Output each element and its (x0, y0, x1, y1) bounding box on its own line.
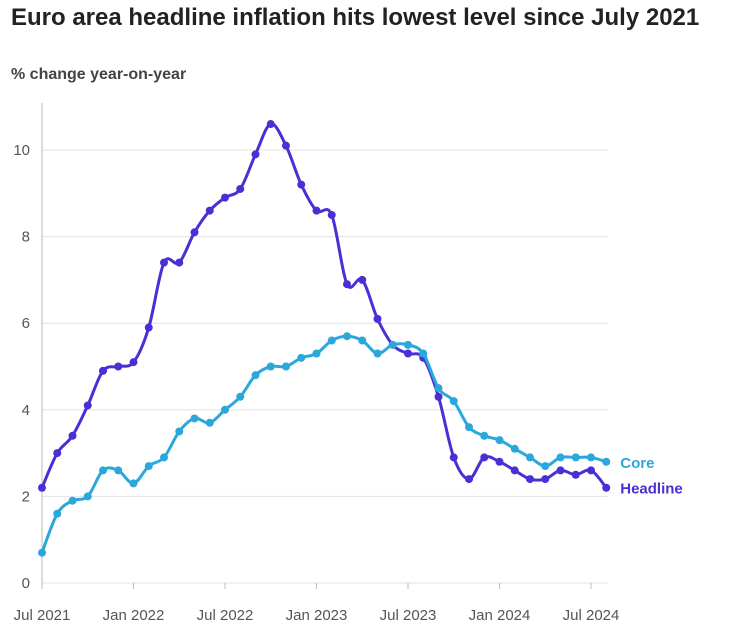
data-point-headline[interactable] (53, 449, 62, 458)
y-tick-label: 6 (22, 315, 30, 332)
series-line-headline (40, 122, 608, 490)
data-point-core[interactable] (327, 336, 336, 345)
data-point-headline[interactable] (587, 466, 595, 475)
data-point-headline[interactable] (251, 150, 260, 159)
data-point-headline[interactable] (175, 258, 184, 267)
data-point-core[interactable] (175, 427, 184, 436)
data-point-core[interactable] (404, 340, 412, 349)
data-point-headline[interactable] (510, 466, 519, 475)
data-point-headline[interactable] (190, 228, 199, 237)
data-point-core[interactable] (236, 392, 245, 401)
series-label-headline: Headline (620, 481, 683, 498)
data-point-headline[interactable] (327, 210, 336, 219)
gridlines (42, 149, 609, 584)
data-point-core[interactable] (343, 332, 351, 341)
data-point-core[interactable] (251, 371, 260, 380)
data-point-headline[interactable] (449, 453, 458, 462)
data-point-headline[interactable] (144, 323, 153, 332)
data-point-core[interactable] (266, 362, 275, 371)
data-point-core[interactable] (297, 353, 306, 362)
data-point-headline[interactable] (68, 431, 77, 440)
data-point-core[interactable] (388, 340, 397, 349)
data-point-core[interactable] (602, 457, 611, 466)
data-point-core[interactable] (282, 362, 290, 371)
data-point-core[interactable] (53, 509, 62, 518)
chart-title: Euro area headline inflation hits lowest… (11, 4, 700, 31)
data-point-headline[interactable] (160, 258, 168, 267)
data-point-headline[interactable] (114, 362, 123, 371)
data-point-core[interactable] (190, 414, 199, 423)
data-point-core[interactable] (541, 462, 550, 471)
x-tick-label: Jan 2022 (103, 607, 165, 624)
data-point-core[interactable] (373, 349, 382, 358)
data-point-headline[interactable] (556, 466, 565, 475)
data-point-headline[interactable] (358, 275, 367, 284)
data-point-headline[interactable] (297, 180, 306, 189)
data-point-headline[interactable] (404, 349, 412, 358)
data-point-core[interactable] (571, 453, 580, 462)
data-point-headline[interactable] (282, 141, 290, 150)
data-point-core[interactable] (83, 492, 92, 501)
y-axis-label: % change year-on-year (11, 66, 187, 83)
data-point-core[interactable] (114, 466, 123, 475)
y-tick-label: 8 (22, 229, 30, 246)
y-tick-label: 4 (22, 402, 30, 419)
data-point-core[interactable] (449, 397, 458, 406)
data-point-core[interactable] (495, 436, 504, 445)
data-point-headline[interactable] (526, 475, 534, 484)
data-point-headline[interactable] (480, 453, 489, 462)
data-point-headline[interactable] (129, 358, 138, 367)
series-line-core (40, 334, 608, 555)
data-point-headline[interactable] (343, 280, 351, 289)
data-point-headline[interactable] (312, 206, 321, 215)
data-point-core[interactable] (358, 336, 367, 345)
series-core: Core (38, 332, 654, 557)
data-point-core[interactable] (526, 453, 534, 462)
y-tick-label: 0 (22, 575, 30, 592)
x-tick-label: Jul 2022 (197, 607, 254, 624)
data-point-core[interactable] (160, 453, 168, 462)
data-point-core[interactable] (68, 496, 77, 505)
y-tick-label: 10 (13, 142, 30, 159)
data-point-core[interactable] (221, 405, 229, 414)
data-point-core[interactable] (465, 423, 473, 432)
x-tick-label: Jul 2023 (380, 607, 437, 624)
data-point-headline[interactable] (495, 457, 504, 466)
data-point-headline[interactable] (236, 184, 245, 193)
data-point-headline[interactable] (571, 470, 580, 479)
data-point-headline[interactable] (205, 206, 214, 215)
x-tick-label: Jul 2024 (563, 607, 620, 624)
x-tick-label: Jan 2024 (469, 607, 531, 624)
data-point-headline[interactable] (373, 314, 382, 323)
data-point-headline[interactable] (434, 392, 443, 401)
data-point-headline[interactable] (541, 475, 550, 484)
axes: 0 2 4 6 8 10 Jul 2021 Jan 2022 Jul 2022 Jan 2023 J… (13, 103, 619, 624)
data-point-headline[interactable] (83, 401, 92, 410)
x-tick-label: Jan 2023 (286, 607, 348, 624)
data-point-headline[interactable] (99, 366, 107, 375)
data-point-core[interactable] (434, 384, 443, 393)
data-point-core[interactable] (38, 548, 46, 557)
data-point-core[interactable] (587, 453, 595, 462)
data-point-core[interactable] (480, 431, 489, 440)
series-headline: Headline (38, 120, 683, 498)
data-point-core[interactable] (556, 453, 565, 462)
data-point-core[interactable] (144, 462, 153, 471)
data-point-core[interactable] (99, 466, 107, 475)
data-point-core[interactable] (205, 418, 214, 427)
data-point-core[interactable] (312, 349, 321, 358)
y-tick-label: 2 (22, 488, 30, 505)
data-point-core[interactable] (510, 444, 519, 453)
data-point-core[interactable] (419, 349, 428, 358)
series-label-core: Core (620, 455, 654, 472)
x-tick-label: Jul 2021 (14, 607, 71, 624)
data-point-headline[interactable] (266, 120, 275, 129)
data-point-headline[interactable] (602, 483, 611, 492)
data-point-headline[interactable] (221, 193, 229, 202)
data-point-headline[interactable] (38, 483, 46, 492)
data-point-core[interactable] (129, 479, 138, 488)
data-point-headline[interactable] (465, 475, 473, 484)
